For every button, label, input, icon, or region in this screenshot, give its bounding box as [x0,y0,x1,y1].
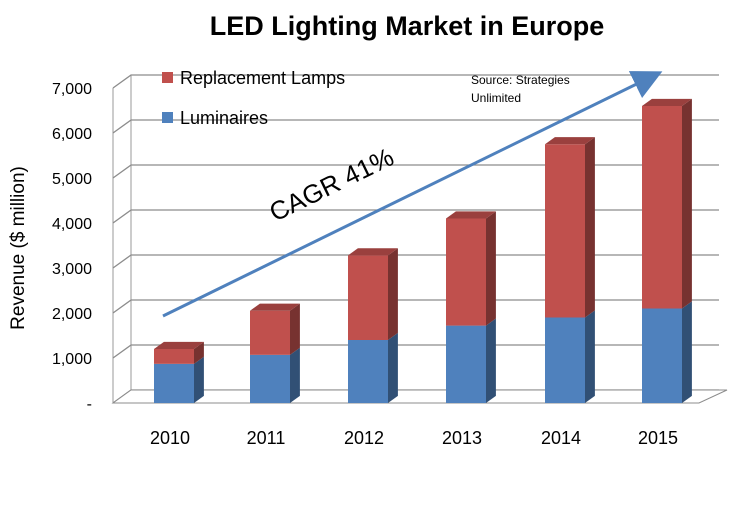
x-tick-label: 2015 [638,428,678,448]
bar-side-2010-luminaires [194,356,204,403]
bar-side-2013-replacement-lamps [486,211,496,326]
y-tick-label: 6,000 [52,126,92,143]
y-tick-label: 3,000 [52,261,92,278]
cagr-trend-arrow [162,71,663,318]
gridline [112,344,719,359]
source-note-line1: Source: Strategies [471,73,570,87]
bar-2015-luminaires [642,308,682,403]
x-tick-label: 2010 [150,428,190,448]
bar-top-2010 [154,341,204,349]
bar-side-2013-luminaires [486,318,496,403]
bar-top-2015 [642,98,692,106]
y-axis-label: Revenue ($ million) [8,166,29,330]
bar-2013-luminaires [446,325,486,403]
legend-label-replacement-lamps: Replacement Lamps [180,68,345,88]
legend-swatch-luminaires [162,112,173,123]
x-tick-label: 2011 [247,428,286,448]
bar-2011-replacement-lamps [250,310,290,355]
bar-2012-luminaires [348,340,388,403]
bar-side-2011-luminaires [290,347,300,403]
chart-back-wall [112,75,132,403]
bar-top-2011 [250,303,300,311]
chart-floor [111,389,728,404]
bar-side-2011-replacement-lamps [290,303,300,355]
bar-top-2013 [446,211,496,219]
bar-side-2010-replacement-lamps [194,341,204,364]
chart-title: LED Lighting Market in Europe [210,11,605,41]
bar-2014-luminaires [545,317,585,403]
x-tick-label: 2014 [541,428,581,448]
y-tick-label: 4,000 [52,216,92,233]
gridline [112,164,719,179]
bar-2013-replacement-lamps [446,218,486,326]
bar-2010-luminaires [154,363,194,403]
y-tick-label: 1,000 [52,351,92,368]
bar-top-2014 [545,137,595,145]
bar-side-2012-replacement-lamps [388,248,398,340]
bar-side-2012-luminaires [388,332,398,403]
gridline [112,119,719,134]
y-axis-ticks: - 1,000 2,000 3,000 4,000 5,000 6,000 7,000 [52,81,92,413]
gridline [112,209,719,224]
x-axis-ticks: 2010 2011 2012 2013 2014 2015 [150,428,678,448]
floor-plane [111,389,728,404]
bar-side-2014-replacement-lamps [585,137,595,318]
y-tick-label: 2,000 [52,306,92,323]
y-tick-label: 5,000 [52,171,92,188]
legend-swatch-replacement-lamps [162,72,173,83]
x-tick-label: 2013 [442,428,482,448]
source-note-line2: Unlimited [471,91,521,105]
y-tick-label: - [87,396,92,413]
gridline [112,74,719,89]
bars [154,98,692,403]
bar-2014-replacement-lamps [545,144,585,318]
x-tick-label: 2012 [344,428,384,448]
cagr-annotation: CAGR 41% [264,142,398,228]
bar-2010-replacement-lamps [154,349,194,364]
bar-side-2015-luminaires [682,301,692,403]
bar-side-2015-replacement-lamps [682,98,692,309]
legend-label-luminaires: Luminaires [180,108,268,128]
gridline [112,254,719,269]
bar-side-2014-luminaires [585,310,595,403]
y-tick-label: 7,000 [52,81,92,98]
bar-top-2012 [348,248,398,256]
bar-2015-replacement-lamps [642,106,682,309]
bar-2011-luminaires [250,354,290,403]
gridline [112,299,719,314]
legend: Replacement Lamps Luminaires [162,68,345,128]
bar-2012-replacement-lamps [348,255,388,340]
